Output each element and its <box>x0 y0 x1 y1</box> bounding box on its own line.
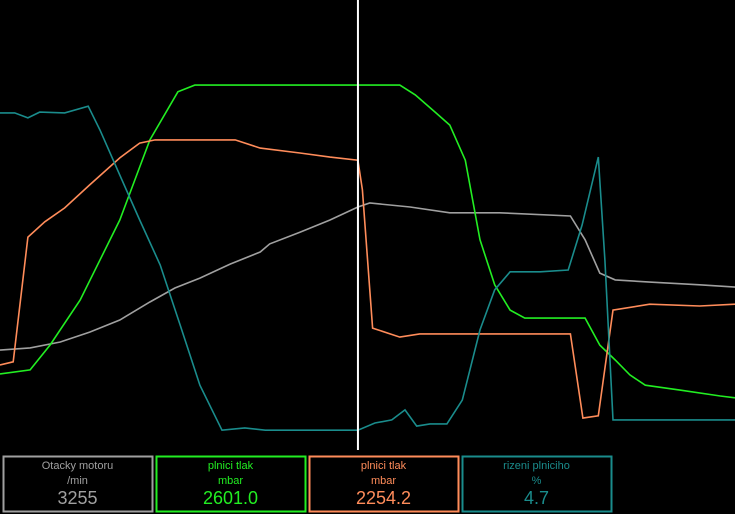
readout-name: rizeni plniciho <box>503 460 570 472</box>
readout-value: 3255 <box>57 488 97 508</box>
readout-name: plnici tlak <box>208 460 254 472</box>
readout-value: 4.7 <box>524 488 549 508</box>
readout-name: Otacky motoru <box>42 460 114 472</box>
readout-unit: /min <box>67 475 88 487</box>
readout-unit: mbar <box>218 475 243 487</box>
trace <box>0 84 735 399</box>
readout-name: plnici tlak <box>361 460 407 472</box>
readout-value: 2254.2 <box>356 488 411 508</box>
trace <box>0 139 735 420</box>
trace <box>0 105 735 432</box>
trace <box>0 202 735 351</box>
readout-box <box>155 455 307 513</box>
readout-value: 2601.0 <box>203 488 258 508</box>
readout-box <box>308 455 460 513</box>
readout-box <box>2 455 154 513</box>
readout-unit: mbar <box>371 475 396 487</box>
readout-box <box>461 455 613 513</box>
readout-unit: % <box>532 475 542 487</box>
